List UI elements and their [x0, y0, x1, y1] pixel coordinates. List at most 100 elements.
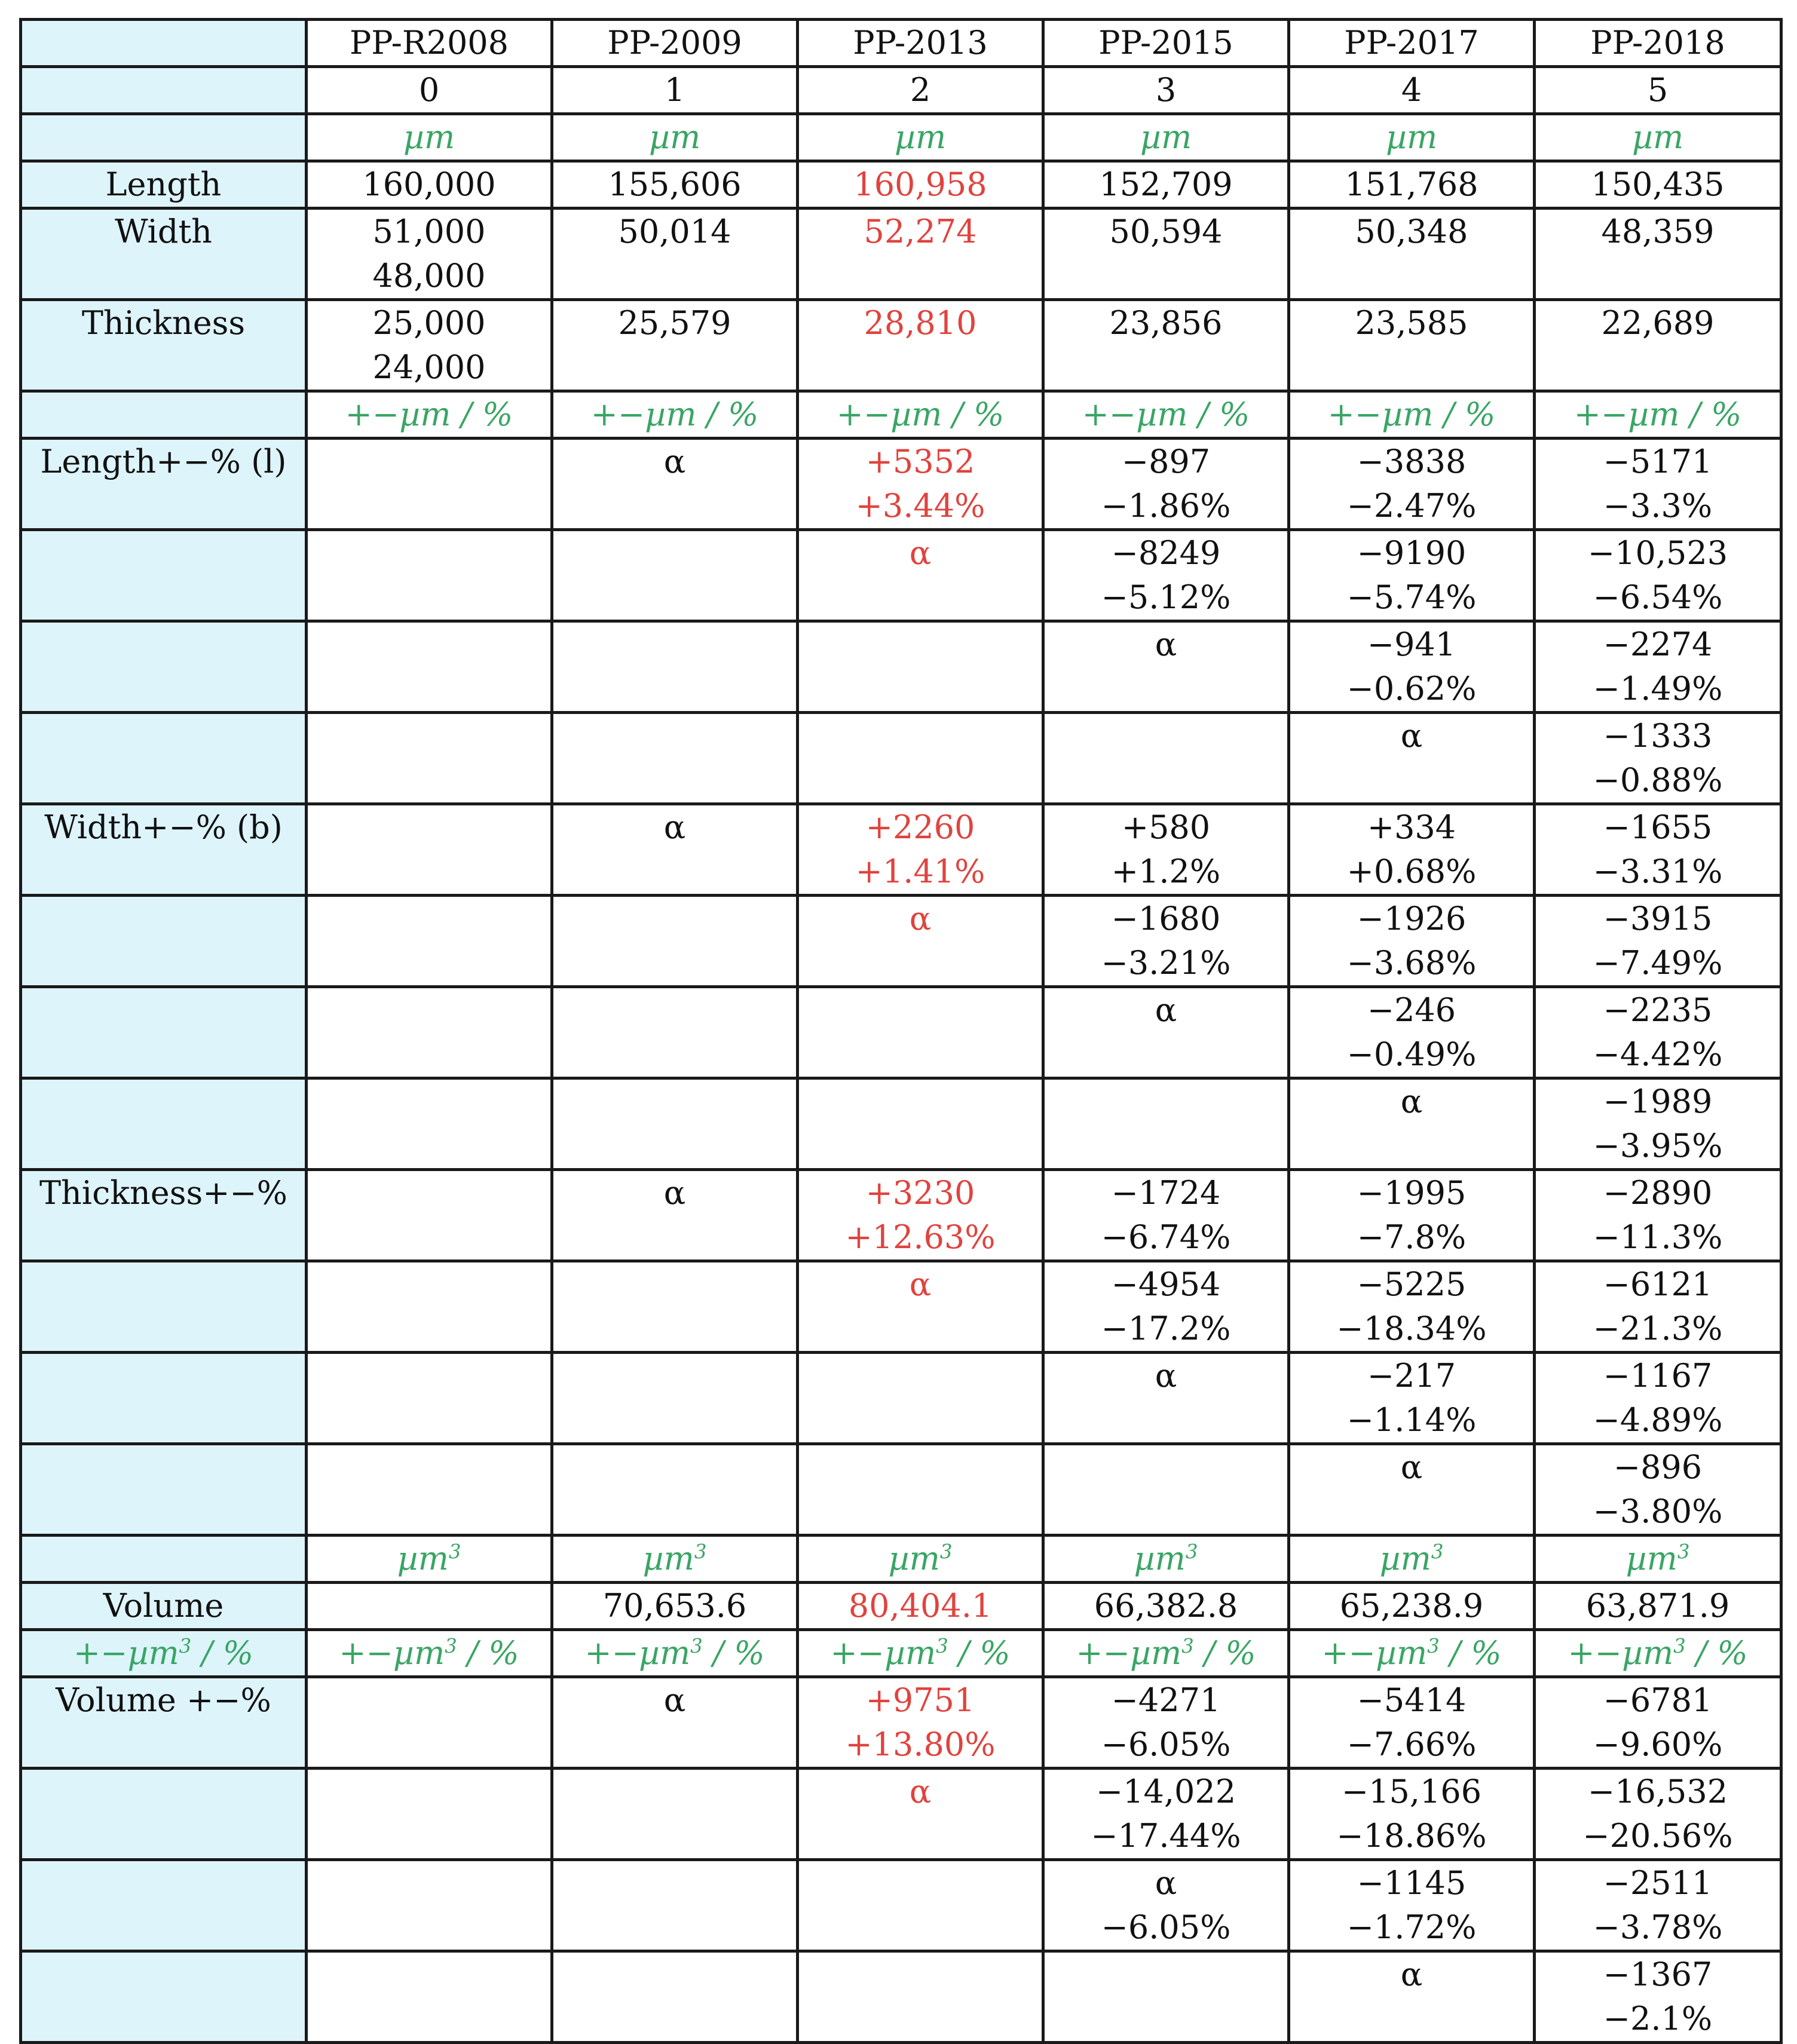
cell-value: +2260 — [865, 808, 975, 846]
cell-value: −1995 — [1357, 1174, 1467, 1212]
column-index: 5 — [1533, 65, 1783, 115]
unit-cell: µm3 — [1287, 1534, 1536, 1584]
cell-value: −1724 — [1111, 1174, 1221, 1212]
unit-row: µm µm µm µm µm µm — [19, 112, 1783, 163]
unit-cell: +−µm / % — [305, 390, 553, 440]
cell-value: α — [1155, 1357, 1177, 1395]
row-label — [19, 894, 308, 988]
table-cell — [305, 711, 553, 805]
cell-value: +580 — [1121, 808, 1211, 846]
table-cell: 80,404.1 — [796, 1581, 1045, 1631]
table-cell — [550, 1442, 799, 1537]
cell-value: −941 — [1367, 626, 1456, 663]
table-cell: +2260 +1.41% — [796, 802, 1045, 897]
cell-value: 24,000 — [372, 348, 486, 386]
cell-value: α — [909, 900, 932, 937]
cell-value: 22,689 — [1601, 304, 1715, 342]
cell-value: +9751 — [865, 1681, 975, 1719]
table-cell: α — [1042, 620, 1290, 714]
cell-value: −2.1% — [1603, 2000, 1713, 2037]
row-volume_pm: Volume +−% α +9751 +13.80% −4271 −6.05% −5414−… — [19, 1675, 1783, 1770]
row-thickness_pm: Thickness+−% α +3230 +12.63% −1724 −6.74% −199… — [19, 1168, 1783, 1262]
table-cell: 25,000 24,000 — [305, 298, 553, 393]
row-label: Length — [19, 160, 308, 210]
cell-value: −10,523 — [1587, 534, 1728, 572]
unit-cell: +−µm3 / % — [305, 1628, 553, 1678]
cell-value: −5414 — [1357, 1681, 1467, 1719]
cell-value: −1680 — [1111, 900, 1221, 937]
cell-value: −15,166 — [1341, 1773, 1482, 1810]
table-cell: α — [1287, 1077, 1536, 1171]
cell-value: −4271 — [1111, 1681, 1221, 1719]
table-cell — [305, 802, 553, 897]
table-cell: 22,689 — [1533, 298, 1783, 393]
table-cell: −8249 −5.12% — [1042, 528, 1290, 623]
row-label — [19, 985, 308, 1080]
unit-cell: +−µm / % — [1533, 390, 1783, 440]
cell-value: 23,585 — [1355, 304, 1468, 342]
table-cell: 48,359 — [1533, 207, 1783, 301]
cell-value: −20.56% — [1582, 1817, 1733, 1855]
unit-label: +−µm3 / % — [830, 1634, 1011, 1672]
cell-value: α — [663, 443, 686, 480]
unit-cell: +−µm3 / % — [1042, 1628, 1290, 1678]
table-cell — [796, 1351, 1045, 1445]
table-cell — [550, 1858, 799, 1953]
cell-value: −7.66% — [1346, 1726, 1477, 1763]
unit-row: µm3 µm3 µm3 µm3 µm3 µm3 — [19, 1534, 1783, 1584]
table-cell — [550, 1260, 799, 1354]
cell-value: +12.63% — [845, 1218, 996, 1256]
cell-value: −7.8% — [1357, 1218, 1467, 1256]
cell-value: −4.89% — [1593, 1401, 1723, 1439]
column-index: 3 — [1042, 65, 1290, 115]
unit-label: µm3 — [642, 1540, 707, 1577]
cell-value: 50,594 — [1109, 213, 1223, 250]
cell-value: +3230 — [865, 1174, 975, 1212]
table-cell — [305, 1950, 553, 2044]
cell-value: −1145 — [1357, 1864, 1467, 1902]
table-cell: −2511 −3.78% — [1533, 1858, 1783, 1953]
table-cell: 65,238.9 — [1287, 1581, 1536, 1631]
unit-cell: µm3 — [1042, 1534, 1290, 1584]
cell-value: 152,709 — [1099, 166, 1233, 203]
cell-value: 52,274 — [864, 213, 977, 250]
table-cell: −4954 −17.2% — [1042, 1260, 1290, 1354]
cell-value: −1.14% — [1346, 1401, 1477, 1439]
table-cell: α — [796, 528, 1045, 623]
table-cell: −246 −0.49% — [1287, 985, 1536, 1080]
cell-value: α — [909, 1265, 932, 1303]
unit-cell: µm3 — [550, 1534, 799, 1584]
table-cell: −896 −3.80% — [1533, 1442, 1783, 1537]
cell-value: −9.60% — [1593, 1726, 1723, 1763]
cell-value: −2.47% — [1346, 487, 1477, 525]
row-thickness_pm: α −217 −1.14% −1167 −4.89% — [19, 1351, 1783, 1445]
table-cell — [550, 1950, 799, 2044]
table-cell: −4271 −6.05% — [1042, 1675, 1290, 1770]
cell-value: −5.12% — [1101, 578, 1231, 616]
table-cell — [305, 1858, 553, 1953]
table-cell: −15,166 −18.86% — [1287, 1767, 1536, 1861]
row-length: Length 160,000 155,606 160,958 152,709 151,76… — [19, 160, 1783, 210]
cell-value: α — [663, 808, 686, 846]
table-cell: −1167 −4.89% — [1533, 1351, 1783, 1445]
table-cell: −1655 −3.31% — [1533, 802, 1783, 897]
unit-label: µm — [1631, 118, 1684, 156]
row-label — [19, 65, 308, 115]
row-label — [19, 620, 308, 714]
table-cell: −5225 −18.34% — [1287, 1260, 1536, 1354]
column-header: PP-R2008 — [305, 18, 553, 68]
cell-value: 50,014 — [618, 213, 731, 250]
unit-label: +−µm3 / % — [1076, 1634, 1256, 1672]
table-cell: α — [796, 1767, 1045, 1861]
unit-label: µm3 — [888, 1540, 953, 1577]
table-cell: 50,594 — [1042, 207, 1290, 301]
table-cell — [305, 620, 553, 714]
cell-value: −6.74% — [1101, 1218, 1231, 1256]
cell-value: −2890 — [1603, 1174, 1713, 1212]
column-index: 1 — [550, 65, 799, 115]
table-cell — [305, 1675, 553, 1770]
cell-value: −897 — [1121, 443, 1211, 480]
cell-value: 80,404.1 — [848, 1587, 993, 1625]
table-cell: −3838 −2.47% — [1287, 437, 1536, 531]
row-label: Width+−% (b) — [19, 802, 308, 897]
